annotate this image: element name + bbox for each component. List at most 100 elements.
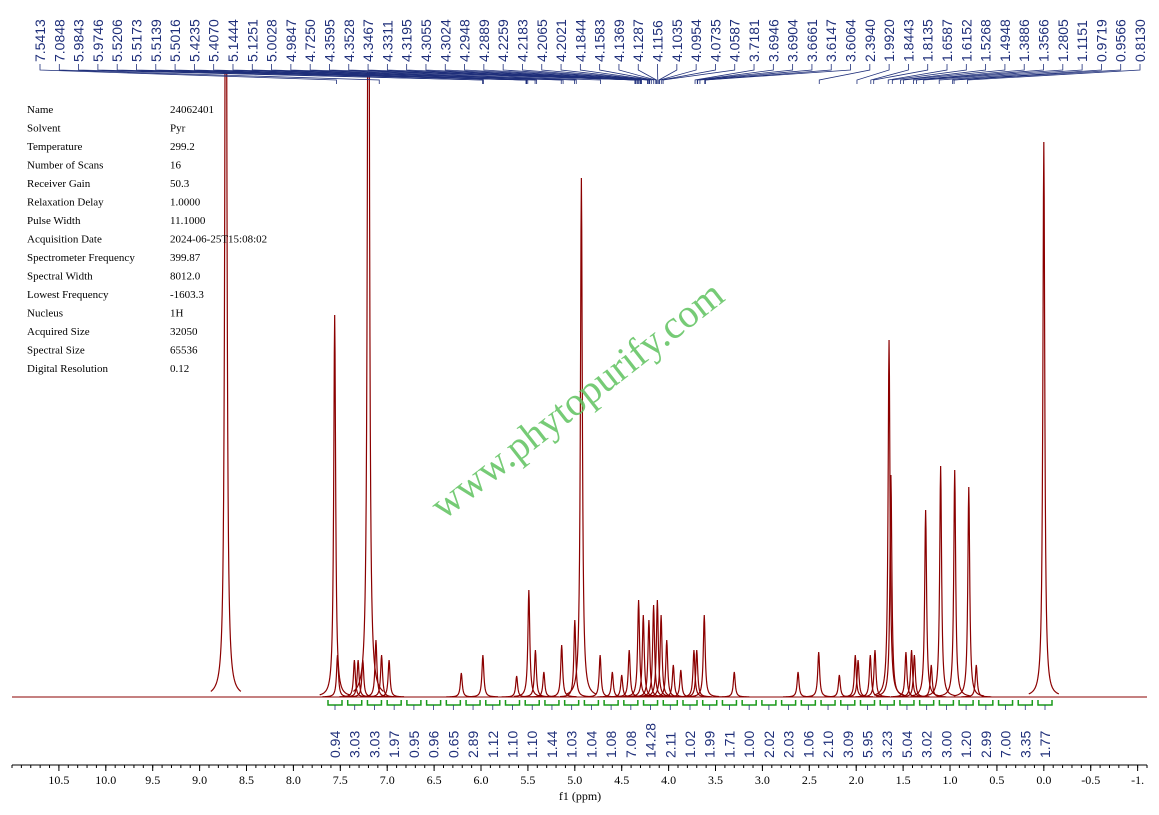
peak-label-connector: [694, 64, 755, 84]
peak: [651, 639, 682, 698]
peak-label-connector: [309, 64, 602, 84]
parameter-value: 32050: [170, 326, 198, 338]
peak-label: 4.3024: [437, 19, 453, 62]
parameter-value: 65536: [170, 345, 198, 357]
parameter-name: Acquired Size: [27, 326, 90, 338]
peak-label: 4.1156: [650, 20, 666, 62]
parameter-name: Name: [27, 104, 53, 116]
peak-label: 1.9920: [881, 19, 897, 62]
parameter-value: 1H: [170, 308, 184, 320]
peak-label: 4.3311: [379, 20, 395, 62]
peak: [961, 664, 992, 698]
integral-bracket: [425, 700, 442, 706]
parameter-value: 24062401: [170, 104, 214, 116]
peak-label-connector: [213, 64, 538, 84]
x-tick-label: 0.5: [989, 773, 1004, 787]
parameter-name: Acquisition Date: [27, 234, 102, 246]
integral-bracket: [997, 700, 1014, 706]
x-tick-label: 5.5: [520, 773, 535, 787]
peak-label: 1.3566: [1036, 19, 1052, 62]
integral-bracket: [741, 700, 757, 706]
integral-label: 1.06: [800, 731, 816, 758]
integral-bracket: [879, 700, 895, 706]
peak: [528, 671, 559, 698]
peak-label: 3.6946: [765, 19, 781, 62]
peak-label: 5.5016: [167, 19, 183, 62]
integral-label: 5.04: [899, 731, 915, 758]
peak: [859, 649, 891, 698]
peak-label: 1.1151: [1074, 20, 1090, 62]
integral-label: 3.02: [919, 731, 935, 758]
x-tick-label: 10.0: [95, 773, 116, 787]
parameter-value: Pyr: [170, 123, 186, 135]
peak-label-connector: [58, 64, 380, 84]
peak-label: 4.1369: [611, 19, 627, 62]
integral-label: 1.20: [958, 731, 974, 758]
peak: [843, 659, 874, 698]
integral-bracket: [978, 700, 994, 706]
x-tick-label: 3.5: [708, 773, 723, 787]
x-tick-label: 5.0: [567, 773, 582, 787]
peak: [566, 177, 597, 695]
peak: [467, 654, 498, 698]
integral-bracket: [662, 700, 679, 706]
peak: [939, 469, 970, 697]
peak-label-connector: [705, 64, 851, 84]
x-tick-label: 6.5: [427, 773, 442, 787]
x-tick-label: 4.0: [661, 773, 676, 787]
parameter-name: Receiver Gain: [27, 178, 91, 190]
peak-label-connector: [887, 64, 948, 84]
integral-bracket: [485, 700, 501, 706]
peak-label-connector: [903, 64, 1006, 84]
peak-label: 4.2259: [495, 19, 511, 62]
peak-label: 4.3055: [418, 19, 434, 62]
peak-label-connector: [39, 64, 337, 84]
peak: [916, 664, 947, 698]
peak-label: 3.6147: [823, 19, 839, 62]
integral-bracket: [623, 700, 639, 706]
integral-label: 1.10: [505, 731, 521, 758]
parameter-value: 299.2: [170, 141, 195, 153]
peak-label: 4.7250: [302, 19, 318, 62]
peak-label: 0.9719: [1093, 19, 1109, 62]
parameter-value: 399.87: [170, 252, 201, 264]
peak-label-connector: [661, 64, 716, 84]
peak-label: 3.7181: [746, 19, 762, 62]
integral-bracket: [938, 700, 955, 706]
parameter-name: Spectral Size: [27, 345, 85, 357]
integral-label: 3.00: [938, 731, 954, 758]
peak: [319, 314, 350, 696]
peak-label-connector: [251, 64, 564, 84]
peak-label: 7.0848: [51, 19, 67, 62]
peak-label-connector: [406, 64, 640, 84]
parameter-value: 50.3: [170, 178, 190, 190]
peak-label: 3.6904: [785, 19, 801, 62]
peak: [559, 619, 590, 698]
integral-bracket: [563, 700, 580, 706]
integral-label: 0.96: [426, 731, 442, 758]
peak-label: 1.6587: [939, 19, 955, 62]
x-tick-label: 4.5: [614, 773, 629, 787]
peak: [513, 589, 544, 697]
peak: [925, 465, 956, 697]
peak: [646, 614, 677, 698]
integral-bracket: [406, 700, 422, 706]
peak-label-connector: [97, 64, 484, 84]
integral-label: 1.71: [721, 731, 737, 758]
watermark: www.phytopurify.com: [421, 271, 732, 528]
peak-label: 0.8130: [1132, 19, 1148, 62]
integral-label: 2.89: [465, 731, 481, 758]
integral-label: 1.97: [386, 731, 402, 758]
x-tick-label: 0.0: [1036, 773, 1051, 787]
integral-label: 0.94: [327, 731, 343, 758]
peak-label: 5.9746: [90, 19, 106, 62]
peak: [1028, 141, 1060, 695]
peak: [353, 72, 384, 692]
peak-label: 4.0587: [727, 19, 743, 62]
integral-label: 3.03: [366, 731, 382, 758]
integral-label: 5.95: [860, 731, 876, 758]
integral-bracket: [721, 700, 738, 706]
peak-label: 5.4235: [186, 19, 202, 62]
parameter-name: Solvent: [27, 123, 61, 135]
